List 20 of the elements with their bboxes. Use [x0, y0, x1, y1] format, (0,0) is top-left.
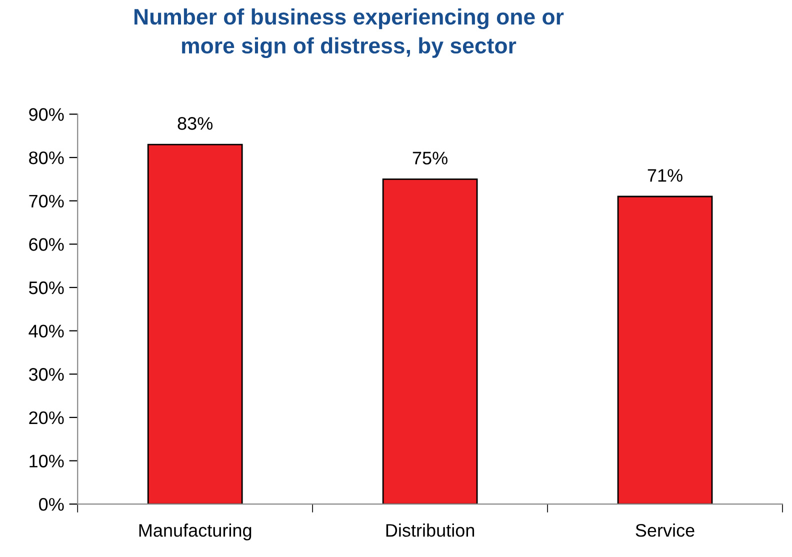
y-tick-label: 50%	[29, 281, 64, 294]
y-tick-label: 40%	[28, 324, 64, 338]
y-tick-label: 20%	[29, 411, 64, 424]
chart-title: Number of business experiencing one or more sign of distress, by sector	[134, 8, 564, 58]
x-tick-label: Service	[636, 524, 694, 537]
data-label: 75%	[412, 152, 448, 164]
y-tick-label: 90%	[29, 108, 64, 121]
x-tick-label: Distribution	[386, 524, 474, 537]
bar	[617, 196, 713, 504]
y-tick-label: 70%	[29, 194, 64, 208]
data-label: 71%	[648, 169, 682, 182]
y-tick-label: 80%	[29, 151, 64, 164]
y-tick-label: 30%	[28, 368, 64, 381]
data-label: 83%	[178, 117, 213, 130]
y-tick-label: 10%	[30, 454, 64, 468]
bar	[147, 144, 243, 504]
y-tick-label: 60%	[29, 238, 64, 251]
x-tick-label: Manufacturing	[139, 524, 252, 540]
y-tick-label: 0%	[39, 498, 64, 511]
bar	[382, 178, 478, 504]
